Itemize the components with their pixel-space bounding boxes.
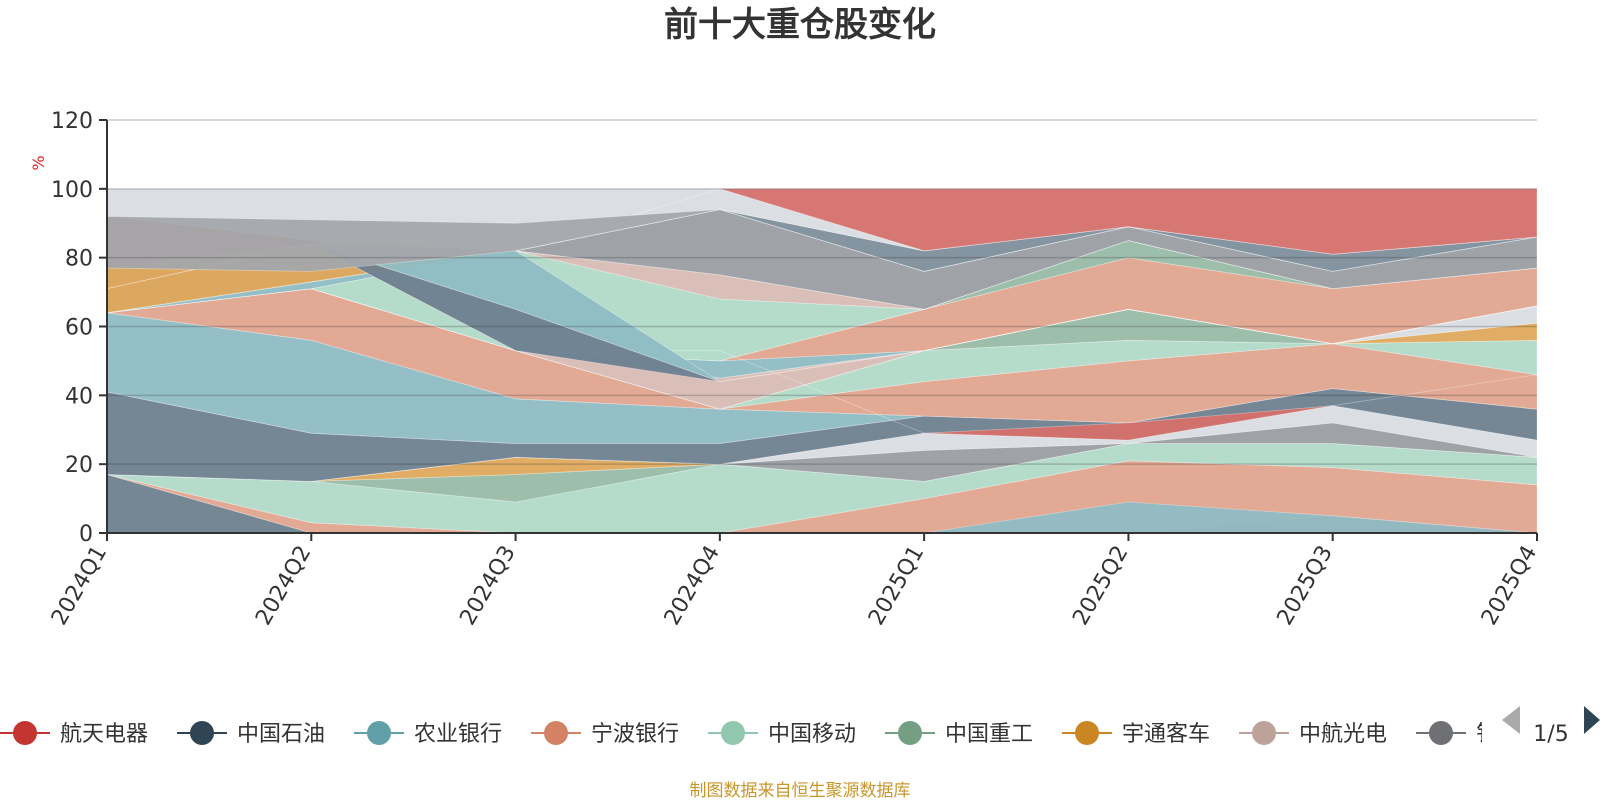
legend-marker-icon bbox=[367, 721, 391, 745]
legend-marker-icon bbox=[13, 721, 37, 745]
y-ticks: 0 20 40 60 80 100 120 bbox=[51, 109, 107, 547]
legend-item-2[interactable]: 中国石油 bbox=[177, 721, 325, 747]
y-tick-label-80: 80 bbox=[65, 247, 93, 272]
y-tick-label-0: 0 bbox=[79, 522, 93, 547]
legend-label: 农业银行 bbox=[414, 722, 502, 747]
legend-label: 中国重工 bbox=[945, 722, 1033, 747]
y-axis-unit: % bbox=[29, 155, 48, 170]
legend-label: 中国石油 bbox=[237, 722, 325, 747]
legend-label: 航天电器 bbox=[60, 722, 148, 747]
chart-title: 前十大重仓股变化 bbox=[664, 5, 936, 45]
legend-marker-icon bbox=[721, 721, 745, 745]
legend-items: 航天电器 中国石油 农业银行 宁波银行 中国移动 中国重工 宇通客车 中航光电 钅 bbox=[0, 721, 1498, 747]
legend-label: 中航光电 bbox=[1299, 722, 1387, 747]
legend-item-9[interactable]: 钅 bbox=[1416, 721, 1498, 747]
legend-marker-icon bbox=[190, 721, 214, 745]
legend-item-6[interactable]: 中国重工 bbox=[885, 721, 1033, 747]
x-tick-label-2025Q2: 2025Q2 bbox=[1068, 542, 1133, 630]
legend-item-1[interactable]: 航天电器 bbox=[0, 721, 148, 747]
area-bands bbox=[106, 188, 1538, 534]
legend-label: 钅 bbox=[1476, 722, 1498, 747]
y-tick-label-100: 100 bbox=[51, 178, 93, 203]
legend-item-5[interactable]: 中国移动 bbox=[708, 721, 856, 747]
legend: 航天电器 中国石油 农业银行 宁波银行 中国移动 中国重工 宇通客车 中航光电 钅 1/5 bbox=[0, 706, 1600, 747]
x-tick-label-2025Q3: 2025Q3 bbox=[1273, 542, 1338, 630]
x-tick-label-2025Q1: 2025Q1 bbox=[864, 542, 929, 630]
legend-item-7[interactable]: 宇通客车 bbox=[1062, 721, 1210, 747]
legend-marker-icon bbox=[1429, 721, 1453, 745]
legend-marker-icon bbox=[898, 721, 922, 745]
legend-label: 宁波银行 bbox=[591, 722, 679, 747]
y-tick-label-60: 60 bbox=[65, 316, 93, 341]
legend-marker-icon bbox=[544, 721, 568, 745]
x-tick-label-2024Q1: 2024Q1 bbox=[47, 542, 112, 630]
legend-item-4[interactable]: 宁波银行 bbox=[531, 721, 679, 747]
legend-marker-icon bbox=[1252, 721, 1276, 745]
legend-page-indicator: 1/5 bbox=[1533, 722, 1568, 747]
y-tick-label-20: 20 bbox=[65, 453, 93, 478]
area-band-29 bbox=[106, 243, 1538, 383]
x-tick-label-2024Q4: 2024Q4 bbox=[660, 542, 725, 630]
y-tick-label-40: 40 bbox=[65, 384, 93, 409]
x-tick-label-2024Q3: 2024Q3 bbox=[455, 542, 520, 630]
legend-item-3[interactable]: 农业银行 bbox=[354, 721, 502, 747]
legend-label: 宇通客车 bbox=[1122, 722, 1210, 747]
x-ticks: 2024Q1 2024Q2 2024Q3 2024Q4 2025Q1 2025Q2 2025… bbox=[47, 533, 1542, 630]
legend-label: 中国移动 bbox=[768, 722, 856, 747]
y-tick-label-120: 120 bbox=[51, 109, 93, 134]
legend-next-page-icon[interactable] bbox=[1584, 706, 1600, 734]
legend-marker-icon bbox=[1075, 721, 1099, 745]
area-band-30 bbox=[106, 209, 1538, 272]
x-tick-label-2025Q4: 2025Q4 bbox=[1477, 542, 1542, 630]
x-tick-label-2024Q2: 2024Q2 bbox=[251, 542, 316, 630]
source-note: 制图数据来自恒生聚源数据库 bbox=[690, 781, 911, 800]
gridlines bbox=[107, 119, 1537, 465]
legend-prev-page-icon[interactable] bbox=[1502, 706, 1520, 734]
legend-item-8[interactable]: 中航光电 bbox=[1239, 721, 1387, 747]
